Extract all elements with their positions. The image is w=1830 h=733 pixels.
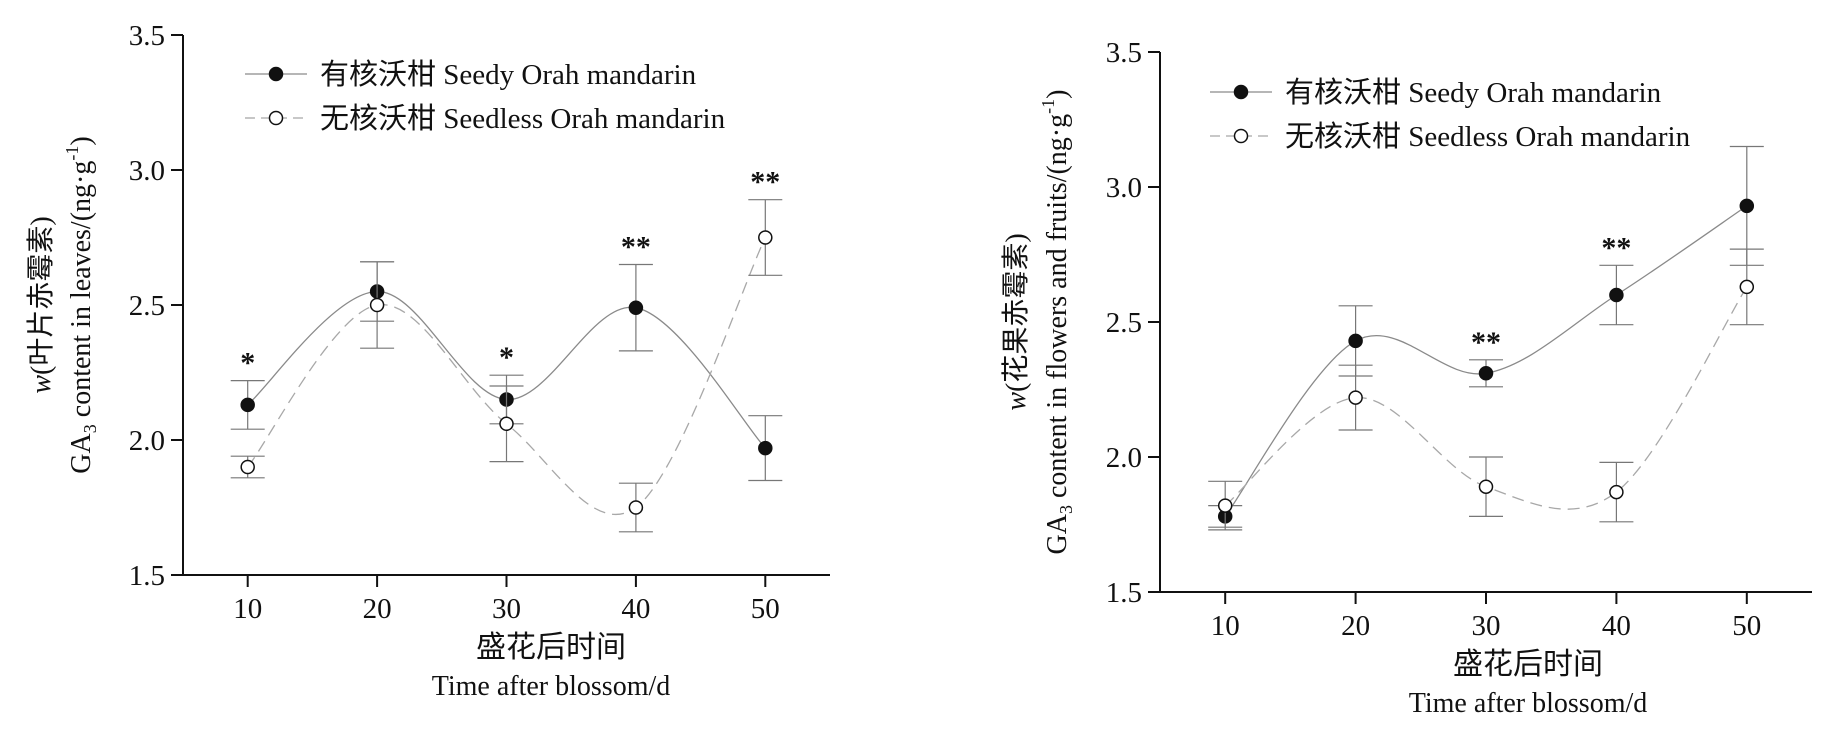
y-tick-label: 3.5 [129, 20, 165, 52]
significance-label: ** [750, 166, 780, 199]
data-point-seedy [1609, 287, 1624, 303]
data-point-seedless [1478, 479, 1494, 494]
x-tick-label: 20 [1341, 610, 1370, 642]
legend: 有核沃柑 Seedy Orah mandarin 无核沃柑 Seedless Or… [245, 58, 726, 135]
data-point-seedless [758, 230, 773, 245]
legend-marker-seedy [268, 66, 284, 82]
data-point-seedless [499, 416, 514, 432]
x-axis-label-cn: 盛花后时间 [1453, 648, 1603, 681]
x-axis-label-cn: 盛花后时间 [476, 631, 626, 664]
y-tick-label: 3.0 [1106, 172, 1142, 204]
y-tick-label: 3.0 [129, 155, 165, 187]
legend-label-seedless: 无核沃柑 Seedless Orah mandarin [320, 102, 726, 135]
data-point-seedless [1609, 484, 1624, 500]
x-tick-label: 20 [363, 593, 392, 625]
y-tick-label: 3.5 [1106, 37, 1142, 69]
x-tick-label: 10 [233, 593, 262, 625]
x-tick-label: 40 [1602, 610, 1631, 642]
chart-panel-2: 1.5 2.0 2.5 3.0 3.5 10 20 30 40 50 盛花后时间 Time after… [1000, 37, 1812, 719]
x-axis-label-en: Time after blossom/d [1409, 688, 1648, 719]
data-point-seedy [1348, 333, 1363, 349]
data-point-seedless [1348, 390, 1363, 405]
y-axis-label-cn: w(花果赤霉素) [1000, 233, 1032, 410]
y-tick-label: 1.5 [1106, 577, 1142, 609]
series-line-seedless [247, 237, 766, 515]
data-point-seedy [1478, 366, 1494, 381]
data-point-seedless [1739, 279, 1755, 295]
legend-marker-seedless [268, 110, 284, 126]
y-tick-label: 2.5 [129, 290, 165, 322]
significance-label: ** [1601, 231, 1631, 264]
legend-label-seedless: 无核沃柑 Seedless Orah mandarin [1285, 120, 1691, 153]
data-point-seedy [628, 300, 644, 315]
y-tick-label: 2.0 [1106, 442, 1142, 474]
y-axis-label-en: GA3 content in flowers and fruits/(ng·g-… [1038, 90, 1076, 555]
significance-label: ** [1471, 326, 1501, 359]
y-tick-label: 2.5 [1106, 307, 1142, 339]
y-axis-label-cn: w(叶片赤霉素) [25, 216, 57, 393]
legend-label-seedy: 有核沃柑 Seedy Orah mandarin [1285, 76, 1662, 109]
data-point-seedy [1739, 198, 1755, 214]
data-point-seedless [369, 297, 385, 313]
y-axis-label-en: GA3 content in leaves/(ng·g-1) [62, 136, 100, 473]
significance-label: ** [621, 231, 651, 264]
data-point-seedy [758, 440, 773, 456]
x-tick-label: 40 [621, 593, 650, 625]
y-tick-label: 1.5 [129, 560, 165, 592]
data-point-seedless [240, 459, 255, 475]
significance-label: * [499, 341, 514, 374]
data-point-seedless [1217, 498, 1233, 513]
x-tick-label: 50 [1732, 610, 1761, 642]
x-axis-label-en: Time after blossom/d [432, 671, 671, 702]
legend-label-seedy: 有核沃柑 Seedy Orah mandarin [320, 58, 697, 91]
significance-label: * [240, 347, 255, 380]
y-tick-label: 2.0 [129, 425, 165, 457]
x-tick-label: 30 [1472, 610, 1501, 642]
legend: 有核沃柑 Seedy Orah mandarin 无核沃柑 Seedless Or… [1210, 76, 1691, 153]
data-point-seedy [240, 397, 255, 413]
data-point-seedless [628, 500, 644, 515]
legend-marker-seedless [1233, 128, 1249, 144]
chart-panel-1: 1.5 2.0 2.5 3.0 3.5 10 20 30 40 50 盛花后时间 Time after… [25, 20, 830, 702]
x-tick-label: 30 [492, 593, 521, 625]
x-tick-label: 50 [751, 593, 780, 625]
legend-marker-seedy [1233, 84, 1249, 100]
x-tick-label: 10 [1211, 610, 1240, 642]
